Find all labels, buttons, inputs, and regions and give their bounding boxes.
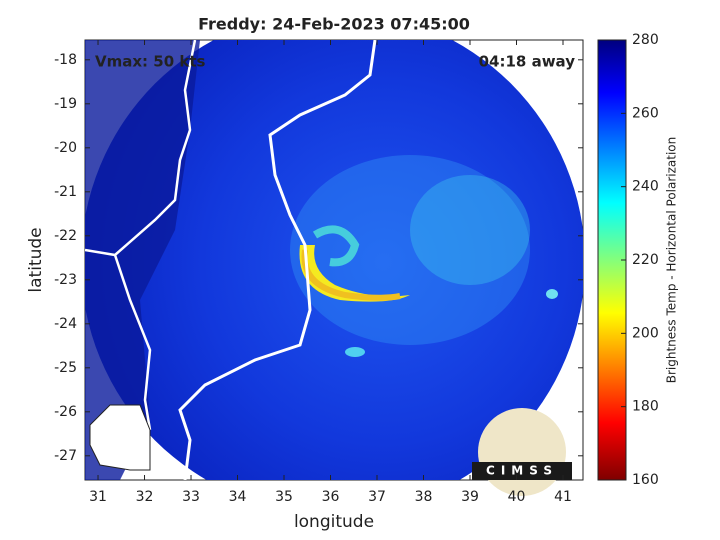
annotation-left: Vmax: 50 kts <box>95 53 205 71</box>
y-axis-label: latitude <box>26 227 46 292</box>
x-tick-label: 35 <box>275 489 293 505</box>
logo-badge <box>478 408 566 496</box>
x-tick-label: 39 <box>461 489 479 505</box>
y-tick-label: -27 <box>54 448 77 464</box>
y-tick-label: -22 <box>54 228 77 244</box>
logo-text: CIMSS <box>486 464 558 478</box>
x-tick-label: 32 <box>136 489 154 505</box>
y-tick-label: -23 <box>54 272 77 288</box>
colorbar-tick-label: 280 <box>632 32 659 48</box>
x-tick-label: 37 <box>368 489 386 505</box>
x-tick-label: 34 <box>229 489 247 505</box>
colorbar-tick-label: 200 <box>632 325 659 341</box>
title: Freddy: 24-Feb-2023 07:45:00 <box>198 15 470 34</box>
y-tick-label: -26 <box>54 404 77 420</box>
y-tick-label: -24 <box>54 316 77 332</box>
annotation-right: 04:18 away <box>479 53 576 71</box>
y-tick-label: -21 <box>54 184 77 200</box>
x-tick-label: 33 <box>182 489 200 505</box>
colorbar-tick-label: 160 <box>632 472 659 488</box>
y-tick-label: -25 <box>54 360 77 376</box>
logo-band <box>472 462 572 480</box>
x-tick-label: 41 <box>554 489 572 505</box>
x-tick-label: 40 <box>508 489 526 505</box>
x-tick-label: 36 <box>322 489 340 505</box>
x-tick-label: 31 <box>89 489 107 505</box>
colorbar-tick-label: 240 <box>632 179 659 195</box>
y-tick-label: -19 <box>54 96 77 112</box>
x-tick-label: 38 <box>415 489 433 505</box>
colorbar-tick-label: 260 <box>632 105 659 121</box>
swath <box>85 40 583 480</box>
y-tick-label: -18 <box>54 52 77 68</box>
colorbar-tick-label: 180 <box>632 399 659 415</box>
colorbar-tick-label: 220 <box>632 252 659 268</box>
x-axis-label: longitude <box>294 512 374 532</box>
colorbar-label: Brightness Temp - Horizontal Polarizatio… <box>665 137 679 384</box>
y-tick-label: -20 <box>54 140 77 156</box>
